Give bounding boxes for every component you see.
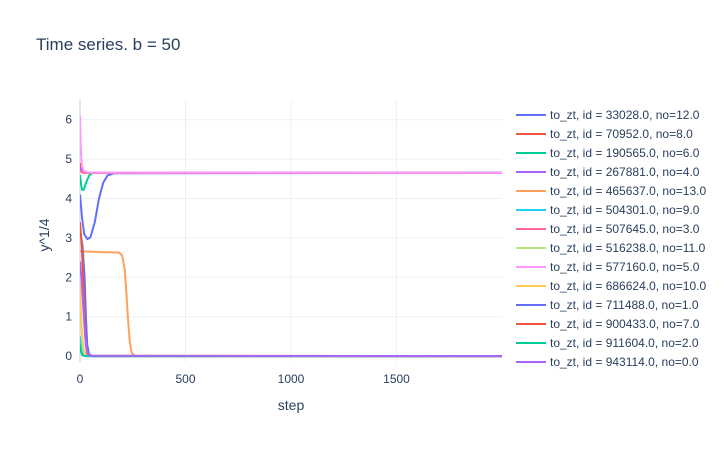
legend-label: to_zt, id = 686624.0, no=10.0 <box>550 279 706 293</box>
series-line-13 <box>80 261 502 358</box>
legend-label: to_zt, id = 516238.0, no=11.0 <box>550 241 706 255</box>
x-tick-label: 1500 <box>383 372 410 386</box>
legend-label: to_zt, id = 267881.0, no=4.0 <box>550 165 700 179</box>
y-tick-label: 6 <box>65 113 72 127</box>
legend-label: to_zt, id = 33028.0, no=12.0 <box>550 108 700 122</box>
series-line-8 <box>80 115 502 174</box>
legend-label: to_zt, id = 711488.0, no=1.0 <box>550 298 699 312</box>
legend-item[interactable]: to_zt, id = 943114.0, no=0.0 <box>516 355 699 369</box>
legend-item[interactable]: to_zt, id = 190565.0, no=6.0 <box>516 146 700 160</box>
y-tick-label: 1 <box>65 310 72 324</box>
legend[interactable]: to_zt, id = 33028.0, no=12.0 to_zt, id = … <box>516 108 706 369</box>
legend-item[interactable]: to_zt, id = 900433.0, no=7.0 <box>516 317 700 331</box>
legend-label: to_zt, id = 465637.0, no=13.0 <box>550 184 706 198</box>
chart-title: Time series. b = 50 <box>36 35 180 54</box>
x-axis-label: step <box>278 397 305 413</box>
legend-label: to_zt, id = 577160.0, no=5.0 <box>550 260 700 274</box>
series-line-0 <box>80 171 502 241</box>
legend-label: to_zt, id = 190565.0, no=6.0 <box>550 146 700 160</box>
y-tick-label: 0 <box>65 349 72 363</box>
legend-item[interactable]: to_zt, id = 711488.0, no=1.0 <box>516 298 699 312</box>
legend-label: to_zt, id = 504301.0, no=9.0 <box>550 203 700 217</box>
legend-label: to_zt, id = 900433.0, no=7.0 <box>550 317 700 331</box>
x-tick-label: 1000 <box>278 372 305 386</box>
legend-item[interactable]: to_zt, id = 33028.0, no=12.0 <box>516 108 700 122</box>
legend-item[interactable]: to_zt, id = 507645.0, no=3.0 <box>516 222 700 236</box>
legend-label: to_zt, id = 70952.0, no=8.0 <box>550 127 693 141</box>
axes: 0 500 1000 1500 0 1 2 3 4 5 6 <box>65 113 410 386</box>
legend-item[interactable]: to_zt, id = 504301.0, no=9.0 <box>516 203 700 217</box>
y-tick-label: 5 <box>65 152 72 166</box>
y-tick-label: 2 <box>65 270 72 284</box>
legend-label: to_zt, id = 943114.0, no=0.0 <box>550 355 699 369</box>
y-axis-label: y^1/4 <box>36 218 52 251</box>
series-lines <box>80 115 502 358</box>
grid <box>79 100 502 362</box>
y-tick-label: 3 <box>65 231 72 245</box>
x-tick-label: 500 <box>175 372 195 386</box>
legend-item[interactable]: to_zt, id = 577160.0, no=5.0 <box>516 260 700 274</box>
legend-item[interactable]: to_zt, id = 911604.0, no=2.0 <box>516 336 699 350</box>
y-tick-label: 4 <box>65 191 72 205</box>
legend-item[interactable]: to_zt, id = 267881.0, no=4.0 <box>516 165 700 179</box>
legend-item[interactable]: to_zt, id = 70952.0, no=8.0 <box>516 127 693 141</box>
x-tick-label: 0 <box>77 372 84 386</box>
legend-item[interactable]: to_zt, id = 465637.0, no=13.0 <box>516 184 706 198</box>
legend-label: to_zt, id = 911604.0, no=2.0 <box>550 336 699 350</box>
legend-label: to_zt, id = 507645.0, no=3.0 <box>550 222 700 236</box>
legend-item[interactable]: to_zt, id = 516238.0, no=11.0 <box>516 241 706 255</box>
legend-item[interactable]: to_zt, id = 686624.0, no=10.0 <box>516 279 706 293</box>
